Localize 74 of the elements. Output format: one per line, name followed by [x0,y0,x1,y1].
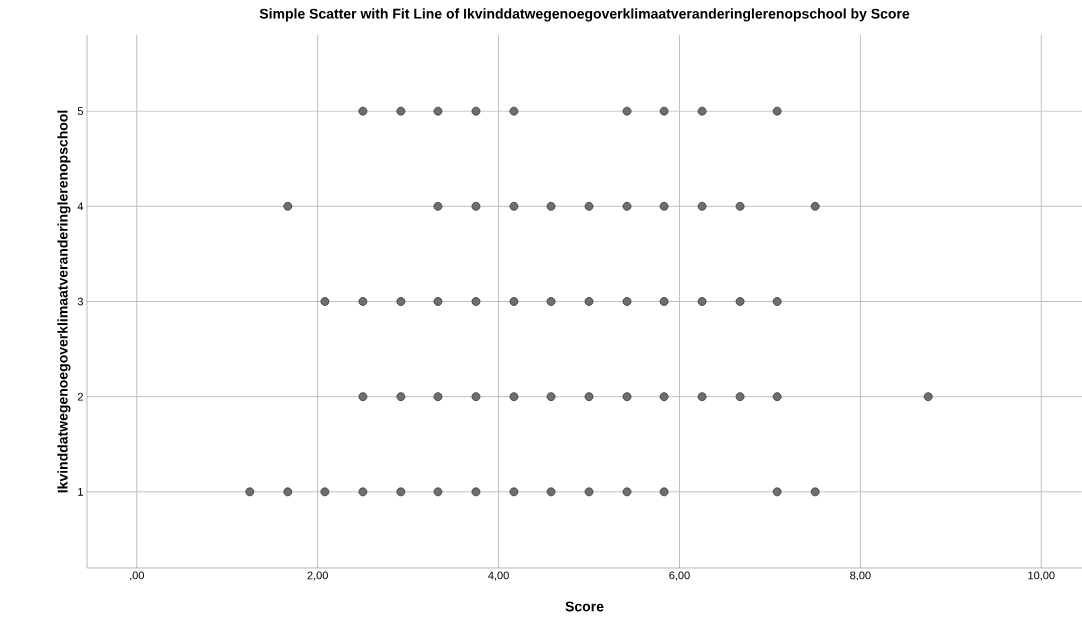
point [622,297,632,306]
y-tick-label: 3 [77,297,83,306]
point [433,392,443,402]
point [509,106,519,116]
point [697,392,707,402]
point [396,392,406,402]
point [772,392,782,402]
point [810,201,820,211]
point [810,487,820,497]
point [772,297,782,306]
point [509,297,519,306]
point [471,392,481,402]
x-tick-label: 4,00 [488,571,509,581]
point [471,201,481,211]
point [584,487,594,497]
point [433,297,443,306]
point [697,201,707,211]
point [283,201,293,211]
point [509,392,519,402]
point [546,201,556,211]
point [659,392,669,402]
point [923,392,933,402]
point [546,392,556,402]
point [358,487,368,497]
point [659,106,669,116]
point [622,487,632,497]
point [735,201,745,211]
point [320,297,330,306]
point [358,106,368,116]
y-tick-label: 1 [78,488,83,496]
point [358,392,368,402]
x-tick-label: 10,00 [1028,571,1055,581]
point [584,297,594,306]
x-tick-label: 8,00 [850,571,871,581]
point [283,487,293,497]
point [622,392,632,402]
point [772,106,782,116]
x-axis-title: Score [565,601,604,612]
x-tick-label: 2,00 [307,571,328,581]
y-tick-label: 2 [77,392,83,401]
point [433,201,443,211]
point [659,487,669,497]
point [471,487,481,497]
point [659,297,669,306]
point [245,487,255,497]
point [396,487,406,497]
point [320,487,330,497]
point [471,297,481,306]
x-tick-label: ,00 [130,571,144,581]
point [584,392,594,402]
y-axis-title: Ikvinddatwegenoegoverklimaatveranderinglerenopschool [57,110,71,493]
point [509,487,519,497]
point [358,297,368,306]
point [396,297,406,306]
point [546,297,556,306]
y-tick-label: 4 [77,202,84,211]
point [396,106,406,116]
point [622,201,632,211]
point [735,297,745,306]
point [584,201,594,211]
point [735,392,745,402]
point [433,487,443,497]
point [433,106,443,116]
y-tick-label: 5 [77,107,84,115]
point [772,487,782,497]
point [471,106,481,116]
chart-title: Simple Scatter with Fit Line of Ikvinddatwegenoegoverklimaatveranderinglerenopschool by Score [259,8,910,22]
point [509,201,519,211]
point [622,106,632,116]
point [697,106,707,116]
point [697,297,707,306]
x-tick-label: 6,00 [669,571,690,581]
point [659,201,669,211]
point [546,487,556,497]
